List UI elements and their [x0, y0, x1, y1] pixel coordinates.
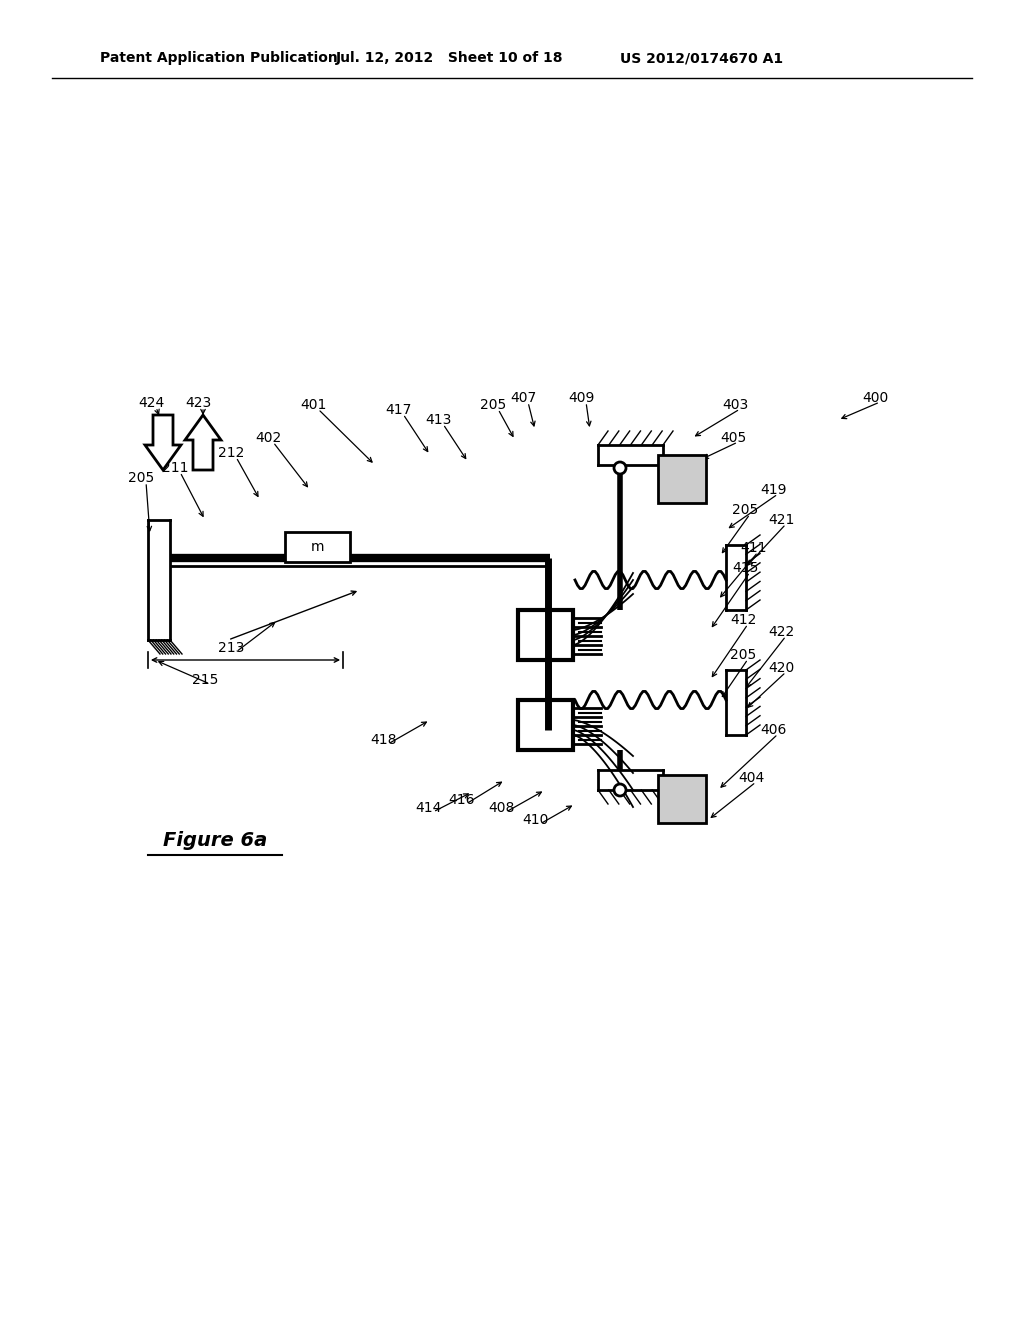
Text: 405: 405 [720, 432, 746, 445]
Text: 211: 211 [162, 461, 188, 475]
Text: 406: 406 [760, 723, 786, 737]
Text: 205: 205 [480, 399, 506, 412]
Text: 421: 421 [768, 513, 795, 527]
Polygon shape [185, 414, 221, 470]
Bar [518, 700, 573, 750]
Text: 410: 410 [522, 813, 549, 828]
Text: Patent Application Publication: Patent Application Publication [100, 51, 338, 65]
Text: US 2012/0174670 A1: US 2012/0174670 A1 [620, 51, 783, 65]
Text: 417: 417 [385, 403, 412, 417]
Text: 408: 408 [488, 801, 514, 814]
Text: m: m [310, 540, 325, 554]
Polygon shape [145, 414, 181, 470]
Text: 403: 403 [722, 399, 749, 412]
Text: 215: 215 [193, 673, 218, 686]
Text: 205: 205 [732, 503, 758, 517]
Text: 413: 413 [425, 413, 452, 426]
Text: 422: 422 [768, 624, 795, 639]
Text: Jul. 12, 2012   Sheet 10 of 18: Jul. 12, 2012 Sheet 10 of 18 [336, 51, 564, 65]
Text: 414: 414 [415, 801, 441, 814]
Text: 415: 415 [732, 561, 759, 576]
Text: 402: 402 [255, 432, 282, 445]
Text: 205: 205 [128, 471, 155, 484]
Text: Figure 6a: Figure 6a [163, 830, 267, 850]
Text: 419: 419 [760, 483, 786, 498]
Text: 205: 205 [730, 648, 757, 663]
Text: 411: 411 [740, 541, 767, 554]
Bar [518, 610, 573, 660]
Text: 212: 212 [218, 446, 245, 459]
Text: 416: 416 [449, 793, 474, 807]
Text: 401: 401 [300, 399, 327, 412]
Circle shape [614, 784, 626, 796]
Bar [658, 455, 706, 503]
Text: 420: 420 [768, 661, 795, 675]
Text: 418: 418 [370, 733, 396, 747]
Text: 404: 404 [738, 771, 764, 785]
Text: 213: 213 [218, 642, 245, 655]
Bar [658, 775, 706, 822]
Text: 423: 423 [185, 396, 211, 411]
Bar [285, 532, 350, 562]
Text: 424: 424 [138, 396, 164, 411]
Text: 409: 409 [568, 391, 594, 405]
Text: 412: 412 [730, 612, 757, 627]
Text: 407: 407 [510, 391, 537, 405]
Circle shape [614, 462, 626, 474]
Text: 400: 400 [862, 391, 888, 405]
